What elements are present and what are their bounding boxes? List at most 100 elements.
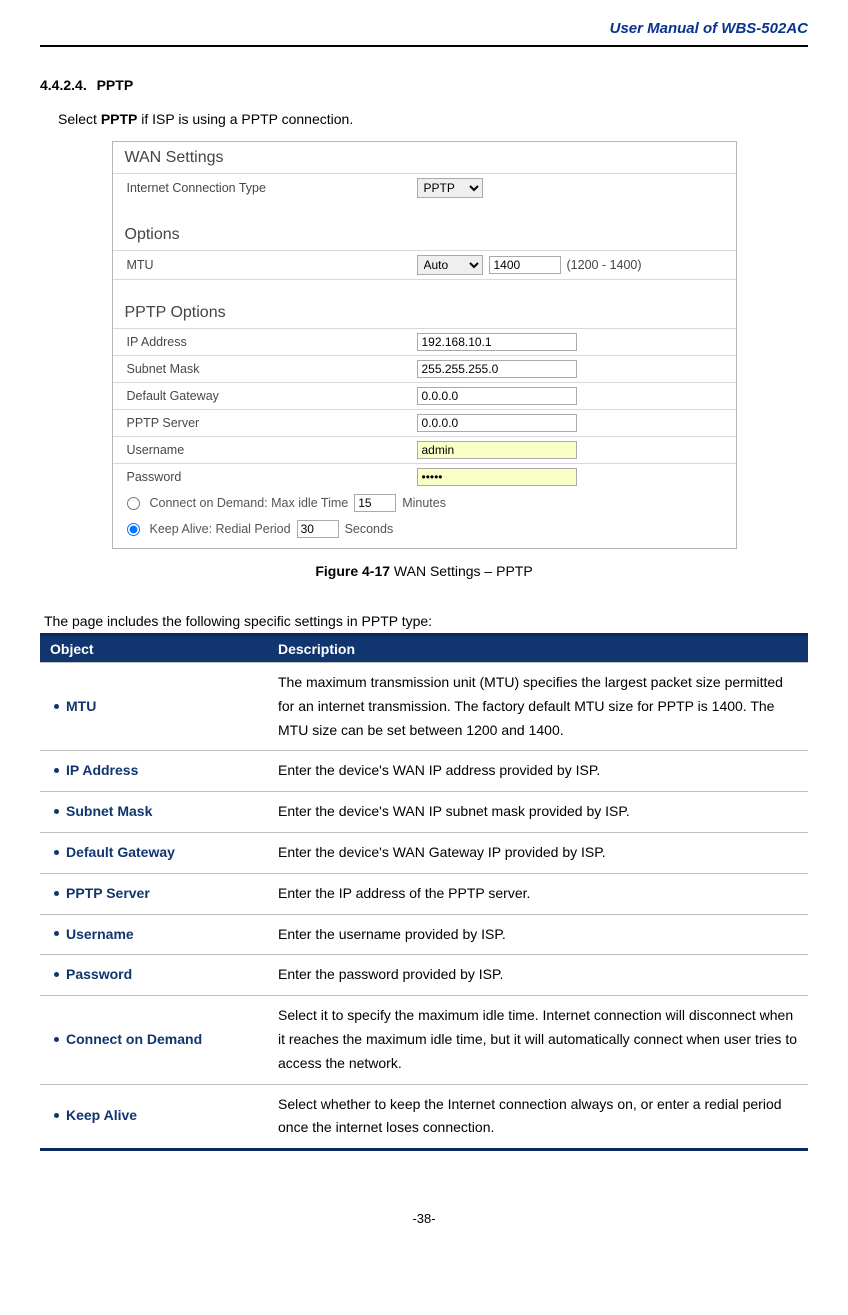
- cod-value-input[interactable]: [354, 494, 396, 512]
- ss-user-row: Username: [113, 436, 736, 463]
- object-name: MTU: [66, 698, 96, 714]
- table-cell-description: Enter the device's WAN IP subnet mask pr…: [268, 792, 808, 833]
- ss-pptp-heading: PPTP Options: [113, 280, 736, 328]
- connect-on-demand-radio[interactable]: [127, 497, 140, 510]
- table-row: Default Gateway Enter the device's WAN Ga…: [40, 832, 808, 873]
- username-input[interactable]: [417, 441, 577, 459]
- table-row: MTU The maximum transmission unit (MTU) s…: [40, 663, 808, 751]
- section-heading: 4.4.2.4. PPTP: [40, 77, 808, 93]
- bullet-icon: [54, 972, 59, 977]
- cod-unit: Minutes: [402, 496, 446, 510]
- bullet-icon: [54, 850, 59, 855]
- ss-title: WAN Settings: [113, 142, 736, 173]
- table-row: PPTP Server Enter the IP address of the P…: [40, 873, 808, 914]
- wan-settings-screenshot: WAN Settings Internet Connection Type PP…: [112, 141, 737, 549]
- table-row: Password Enter the password provided by I…: [40, 955, 808, 996]
- table-cell-object: IP Address: [40, 751, 268, 792]
- table-row: IP Address Enter the device's WAN IP addr…: [40, 751, 808, 792]
- object-name: Connect on Demand: [66, 1031, 202, 1047]
- ss-pass-row: Password: [113, 463, 736, 490]
- manual-title: User Manual of WBS-502AC: [40, 20, 808, 47]
- object-name: PPTP Server: [66, 885, 150, 901]
- settings-table: Object Description MTU The maximum transm…: [40, 633, 808, 1151]
- ss-ip-row: IP Address: [113, 328, 736, 355]
- ss-options-heading: Options: [113, 202, 736, 250]
- ss-mtu-label: MTU: [127, 258, 417, 272]
- table-cell-description: Enter the IP address of the PPTP server.: [268, 873, 808, 914]
- ip-address-input[interactable]: [417, 333, 577, 351]
- ss-mtu-row: MTU Auto (1200 - 1400): [113, 250, 736, 280]
- ss-gw-label: Default Gateway: [127, 389, 417, 403]
- intro-post: if ISP is using a PPTP connection.: [137, 111, 353, 127]
- connection-type-select[interactable]: PPTP: [417, 178, 483, 198]
- table-row: Subnet MaskEnter the device's WAN IP sub…: [40, 792, 808, 833]
- page: User Manual of WBS-502AC 4.4.2.4. PPTP S…: [0, 0, 848, 1256]
- ss-srv-row: PPTP Server: [113, 409, 736, 436]
- object-name: Default Gateway: [66, 844, 175, 860]
- th-description: Description: [268, 635, 808, 663]
- table-cell-object: Subnet Mask: [40, 792, 268, 833]
- table-cell-object: Default Gateway: [40, 832, 268, 873]
- ss-mask-row: Subnet Mask: [113, 355, 736, 382]
- bullet-icon: [54, 768, 59, 773]
- ss-srv-label: PPTP Server: [127, 416, 417, 430]
- bullet-icon: [54, 704, 59, 709]
- bullet-icon: [54, 891, 59, 896]
- bullet-icon: [54, 1037, 59, 1042]
- object-name: IP Address: [66, 762, 138, 778]
- table-cell-object: Password: [40, 955, 268, 996]
- ss-ka-row: Keep Alive: Redial Period Seconds: [113, 516, 736, 548]
- ss-conn-type-label: Internet Connection Type: [127, 181, 417, 195]
- object-name: Keep Alive: [66, 1107, 137, 1123]
- table-cell-object: Username: [40, 914, 268, 955]
- cod-label: Connect on Demand: Max idle Time: [150, 496, 349, 510]
- intro-text: Select PPTP if ISP is using a PPTP conne…: [58, 111, 808, 127]
- bullet-icon: [54, 1113, 59, 1118]
- mtu-mode-select[interactable]: Auto: [417, 255, 483, 275]
- ka-unit: Seconds: [345, 522, 394, 536]
- table-cell-object: PPTP Server: [40, 873, 268, 914]
- figure-text: WAN Settings – PPTP: [390, 563, 533, 579]
- intro-bold: PPTP: [101, 111, 138, 127]
- object-name: Username: [66, 926, 134, 942]
- ka-value-input[interactable]: [297, 520, 339, 538]
- object-name: Password: [66, 966, 132, 982]
- ss-conn-type-row: Internet Connection Type PPTP: [113, 173, 736, 202]
- table-cell-object: MTU: [40, 663, 268, 751]
- table-cell-object: Connect on Demand: [40, 996, 268, 1084]
- ka-label: Keep Alive: Redial Period: [150, 522, 291, 536]
- table-cell-description: Enter the device's WAN Gateway IP provid…: [268, 832, 808, 873]
- table-cell-description: The maximum transmission unit (MTU) spec…: [268, 663, 808, 751]
- ss-ip-label: IP Address: [127, 335, 417, 349]
- table-cell-description: Enter the password provided by ISP.: [268, 955, 808, 996]
- ss-user-label: Username: [127, 443, 417, 457]
- password-input[interactable]: [417, 468, 577, 486]
- pptp-server-input[interactable]: [417, 414, 577, 432]
- table-cell-description: Select it to specify the maximum idle ti…: [268, 996, 808, 1084]
- figure-number: Figure 4-17: [315, 563, 390, 579]
- ss-gw-row: Default Gateway: [113, 382, 736, 409]
- page-number: -38-: [40, 1211, 808, 1226]
- mtu-range-text: (1200 - 1400): [567, 258, 642, 272]
- table-cell-description: Enter the device's WAN IP address provid…: [268, 751, 808, 792]
- section-title: PPTP: [97, 77, 134, 93]
- bullet-icon: [54, 809, 59, 814]
- default-gateway-input[interactable]: [417, 387, 577, 405]
- table-cell-description: Select whether to keep the Internet conn…: [268, 1084, 808, 1150]
- table-cell-object: Keep Alive: [40, 1084, 268, 1150]
- ss-pass-label: Password: [127, 470, 417, 484]
- table-row: Connect on Demand Select it to specify th…: [40, 996, 808, 1084]
- keep-alive-radio[interactable]: [127, 523, 140, 536]
- table-cell-description: Enter the username provided by ISP.: [268, 914, 808, 955]
- ss-mask-label: Subnet Mask: [127, 362, 417, 376]
- mtu-value-input[interactable]: [489, 256, 561, 274]
- table-intro: The page includes the following specific…: [44, 613, 808, 629]
- subnet-mask-input[interactable]: [417, 360, 577, 378]
- th-object: Object: [40, 635, 268, 663]
- figure-caption: Figure 4-17 WAN Settings – PPTP: [40, 563, 808, 579]
- intro-pre: Select: [58, 111, 101, 127]
- table-row: Keep Alive Select whether to keep the Int…: [40, 1084, 808, 1150]
- table-row: Username Enter the username provided by I…: [40, 914, 808, 955]
- ss-cod-row: Connect on Demand: Max idle Time Minutes: [113, 490, 736, 516]
- bullet-icon: [54, 931, 59, 936]
